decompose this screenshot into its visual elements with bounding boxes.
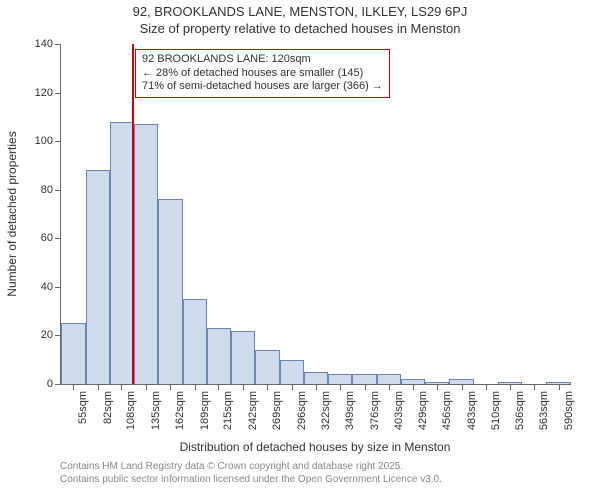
histogram-bar [231,331,256,384]
x-tick [121,384,122,390]
callout-line-3: 71% of semi-detached houses are larger (… [142,80,383,94]
x-tick [195,384,196,390]
x-tick-label: 55sqm [77,391,89,424]
histogram-bar [328,374,353,384]
x-tick-label: 536sqm [514,391,526,430]
histogram-bar [352,374,377,384]
histogram-bar [86,170,111,384]
x-tick-label: 162sqm [174,391,186,430]
x-tick-label: 456sqm [441,391,453,430]
histogram-bar [110,122,134,384]
histogram-bar [183,299,208,384]
footer-line-1: Contains HM Land Registry data © Crown c… [60,460,442,473]
histogram-bar [255,350,280,384]
x-tick [98,384,99,390]
histogram-bar [304,372,328,384]
x-tick-label: 189sqm [199,391,211,430]
footer-line-2: Contains public sector information licen… [60,473,442,486]
x-tick [267,384,268,390]
histogram-bar [61,323,86,384]
x-tick-label: 242sqm [247,391,259,430]
reference-line [132,44,134,384]
y-tick-label: 100 [35,135,53,147]
y-tick [55,190,61,191]
chart-title-address: 92, BROOKLANDS LANE, MENSTON, ILKLEY, LS… [0,4,600,19]
y-tick [55,141,61,142]
histogram-bar [134,124,159,384]
y-tick-label: 40 [41,281,53,293]
x-tick [170,384,171,390]
x-tick [146,384,147,390]
histogram-bar [377,374,402,384]
callout-line-1: 92 BROOKLANDS LANE: 120sqm [142,53,383,67]
y-tick-label: 140 [35,38,53,50]
y-tick-label: 0 [47,378,53,390]
histogram-plot: 02040608010012014055sqm82sqm108sqm135sqm… [60,44,571,385]
x-tick [559,384,560,390]
y-tick [55,287,61,288]
x-tick [534,384,535,390]
x-tick [462,384,463,390]
x-tick-label: 82sqm [102,391,114,424]
x-tick-label: 215sqm [222,391,234,430]
x-tick [365,384,366,390]
x-tick-label: 135sqm [150,391,162,430]
y-tick [55,93,61,94]
y-tick [55,384,61,385]
x-tick-label: 563sqm [538,391,550,430]
x-tick-label: 429sqm [417,391,429,430]
x-tick [316,384,317,390]
y-tick-label: 60 [41,232,53,244]
x-tick [413,384,414,390]
y-tick [55,238,61,239]
x-tick-label: 322sqm [320,391,332,430]
histogram-bar [158,199,183,384]
y-tick-label: 20 [41,329,53,341]
x-tick-label: 296sqm [296,391,308,430]
y-tick [55,335,61,336]
x-tick-label: 349sqm [344,391,356,430]
x-tick [437,384,438,390]
x-tick-label: 510sqm [490,391,502,430]
x-axis-label: Distribution of detached houses by size … [60,440,570,454]
callout-box: 92 BROOKLANDS LANE: 120sqm← 28% of detac… [135,49,390,98]
x-tick [486,384,487,390]
x-tick-label: 269sqm [271,391,283,430]
x-tick [218,384,219,390]
callout-line-2: ← 28% of detached houses are smaller (14… [142,67,383,81]
x-tick-label: 376sqm [369,391,381,430]
attribution-footer: Contains HM Land Registry data © Crown c… [60,460,442,486]
x-tick-label: 483sqm [466,391,478,430]
x-tick [510,384,511,390]
y-axis-label: Number of detached properties [5,131,19,296]
y-tick-label: 80 [41,184,53,196]
x-tick-label: 403sqm [393,391,405,430]
histogram-bar [280,360,305,384]
chart-title-subtitle: Size of property relative to detached ho… [0,21,600,36]
x-tick [340,384,341,390]
x-tick [292,384,293,390]
x-tick [243,384,244,390]
histogram-bar [207,328,231,384]
x-tick [389,384,390,390]
x-tick-label: 590sqm [563,391,575,430]
y-tick [55,44,61,45]
x-tick [73,384,74,390]
y-tick-label: 120 [35,87,53,99]
x-tick-label: 108sqm [125,391,137,430]
